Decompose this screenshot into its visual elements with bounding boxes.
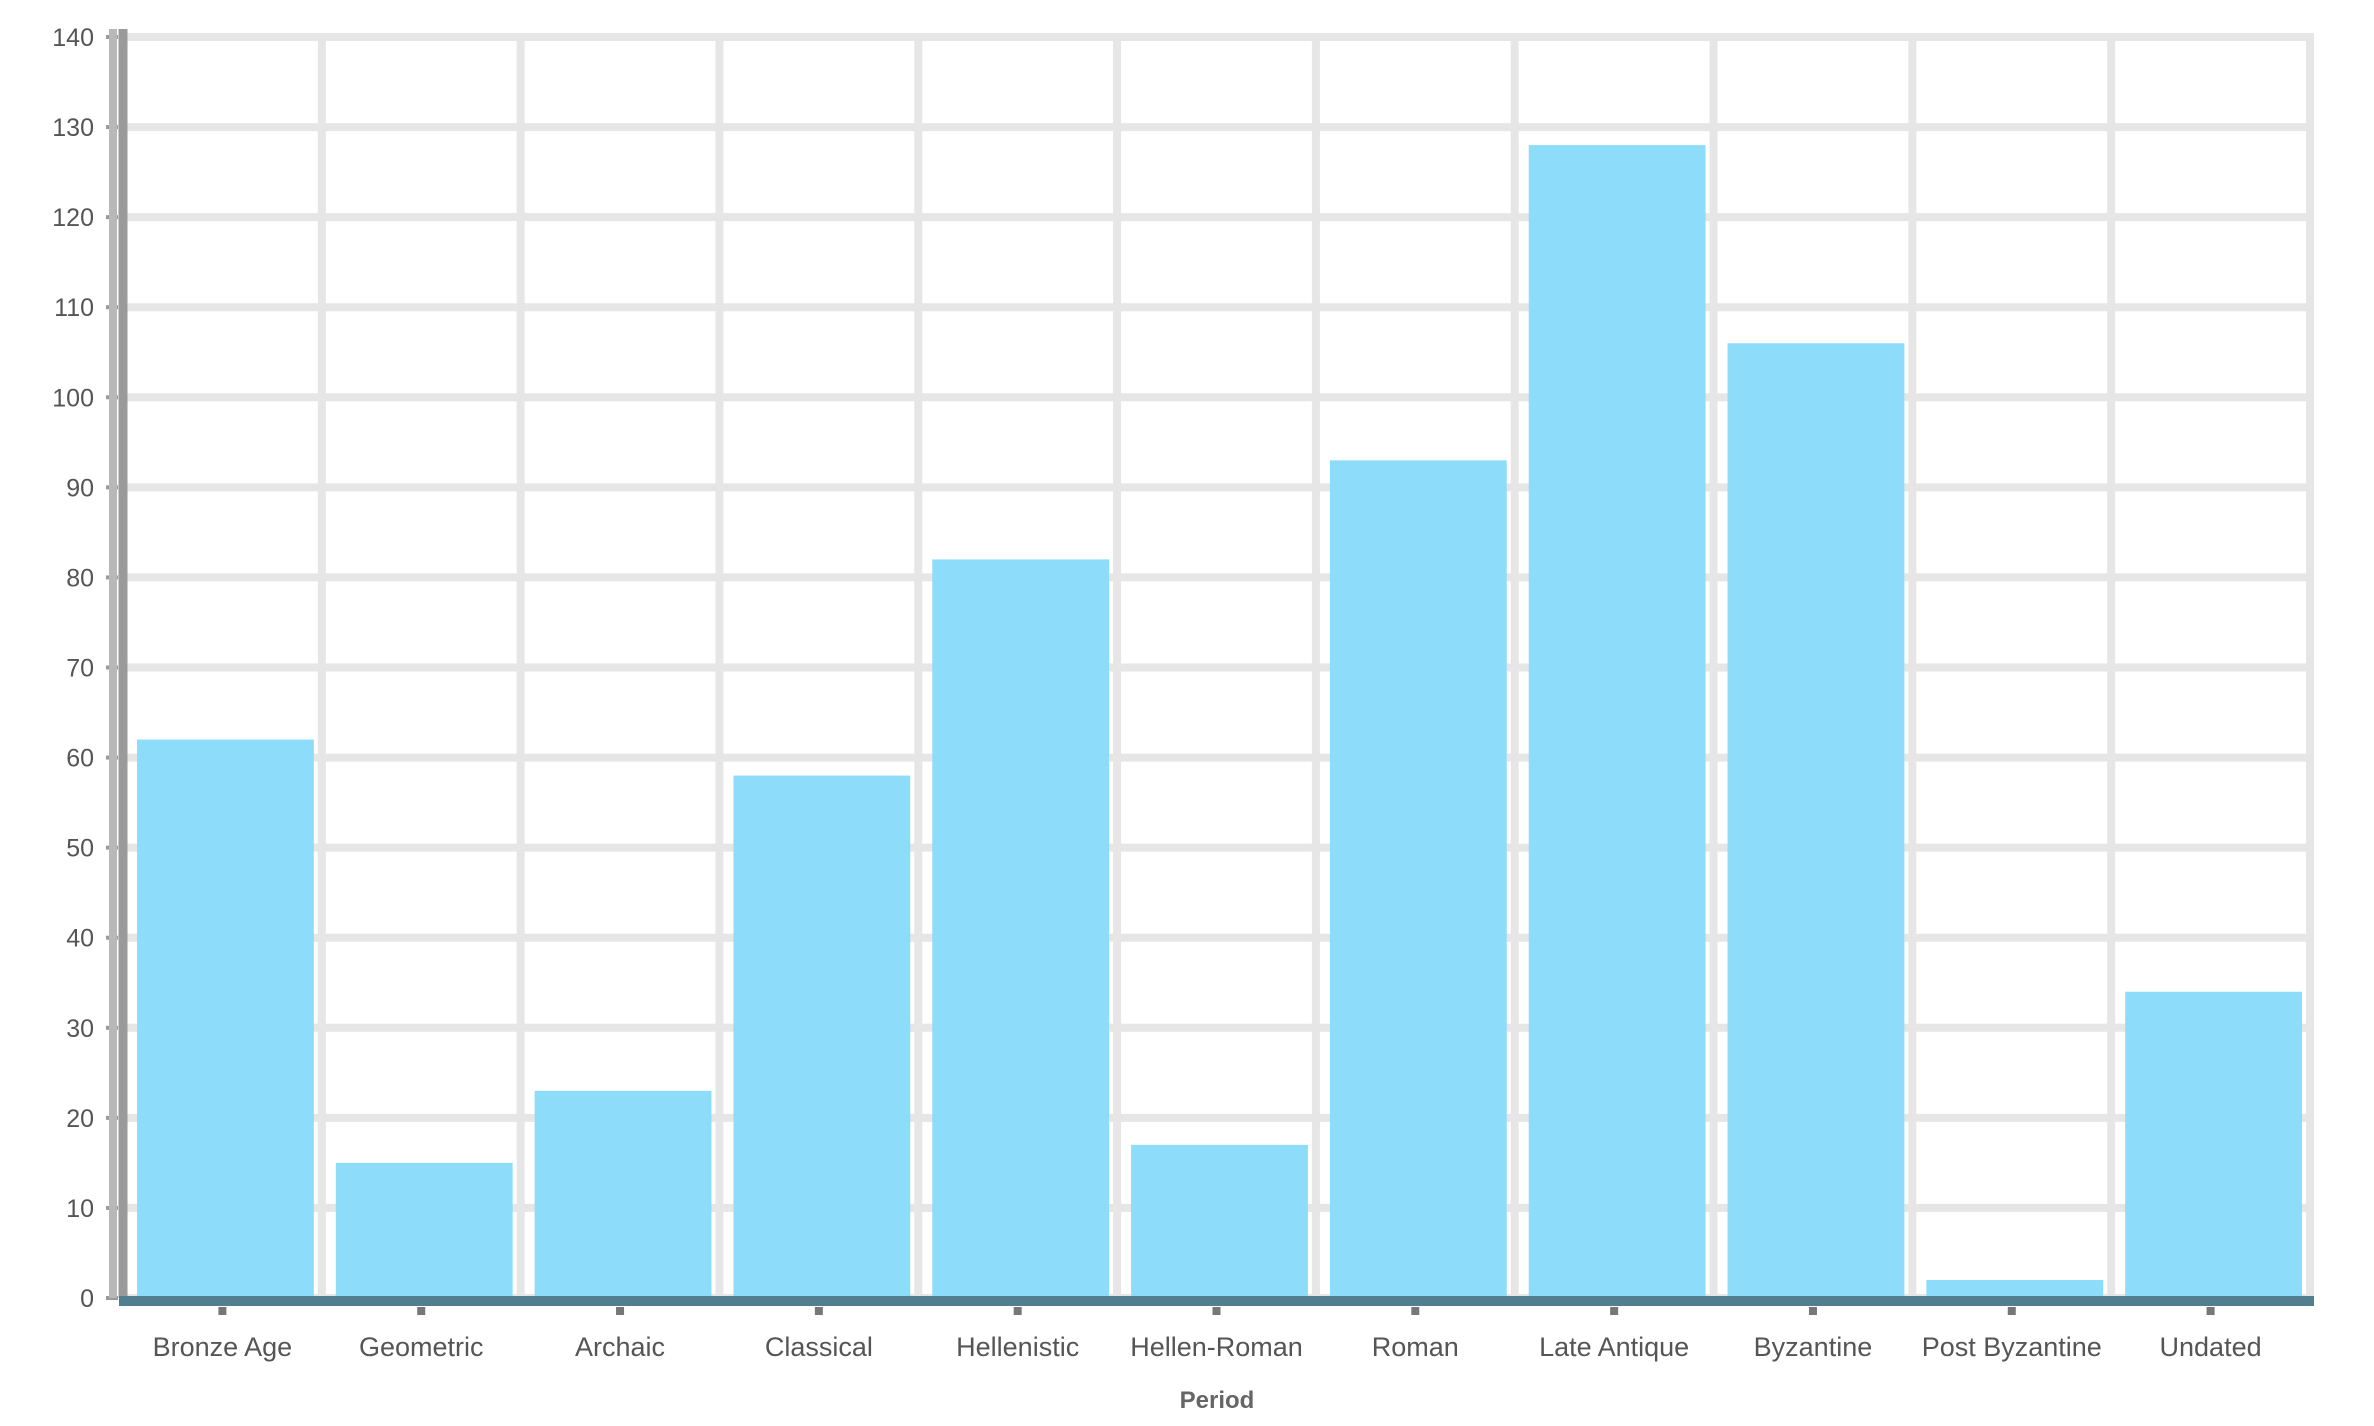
- x-tick-mark: [1013, 1307, 1022, 1315]
- y-tick-label: 120: [52, 204, 94, 232]
- y-tick-label: 0: [80, 1285, 94, 1313]
- y-tick-label: 80: [66, 564, 94, 592]
- y-tick-label: 90: [66, 474, 94, 502]
- bar: [1528, 145, 1706, 1299]
- axes: [106, 29, 2314, 1315]
- x-tick-label: Geometric: [359, 1332, 484, 1362]
- bar: [1329, 460, 1507, 1299]
- x-tick-label: Archaic: [575, 1332, 665, 1362]
- y-tick-label: 100: [52, 384, 94, 412]
- x-tick-label: Undated: [2160, 1332, 2262, 1362]
- x-tick-mark: [1808, 1307, 1817, 1315]
- x-tick-label: Bronze Age: [153, 1332, 293, 1362]
- y-tick-label: 110: [54, 294, 94, 322]
- x-tick-mark: [417, 1307, 426, 1315]
- x-tick-mark: [1411, 1307, 1420, 1315]
- y-tick-label: 60: [66, 745, 94, 773]
- y-tick-label: 10: [66, 1195, 94, 1223]
- bar: [534, 1090, 712, 1298]
- x-axis-tick-labels: Bronze Age Geometric Archaic Classical Helle…: [153, 1332, 2262, 1362]
- x-tick-mark: [218, 1307, 227, 1315]
- y-tick-label: 130: [52, 114, 94, 142]
- x-axis-line: [119, 1296, 2314, 1306]
- x-tick-label: Late Antique: [1539, 1332, 1689, 1362]
- x-tick-mark: [1610, 1307, 1619, 1315]
- bar: [137, 739, 314, 1298]
- x-tick-label: Hellenistic: [956, 1332, 1079, 1362]
- y-tick-label: 40: [66, 925, 94, 953]
- x-tick-mark: [1212, 1307, 1221, 1315]
- x-tick-label: Hellen-Roman: [1130, 1332, 1303, 1362]
- bar: [1131, 1144, 1308, 1298]
- y-tick-label: 140: [52, 24, 94, 52]
- y-axis-tick-labels: 0 10 20 30 40 50 60 70 80 90 100 110 120 130 140: [52, 24, 94, 1313]
- x-tick-mark: [2206, 1307, 2215, 1315]
- bar: [2125, 991, 2302, 1298]
- bar: [335, 1162, 513, 1298]
- x-tick-label: Classical: [765, 1332, 873, 1362]
- x-tick-label: Roman: [1372, 1332, 1459, 1362]
- y-tick-label: 20: [66, 1105, 94, 1133]
- x-axis-title: Period: [1180, 1387, 1255, 1414]
- x-tick-mark: [616, 1307, 625, 1315]
- x-tick-label: Byzantine: [1754, 1332, 1873, 1362]
- y-tick-label: 70: [66, 655, 94, 683]
- bars: [137, 145, 2302, 1299]
- y-tick-label: 50: [66, 835, 94, 863]
- bar: [733, 775, 911, 1298]
- bar: [1926, 1279, 2104, 1298]
- y-tick-label: 30: [66, 1015, 94, 1043]
- x-tick-label: Post Byzantine: [1922, 1332, 2102, 1362]
- bar: [1727, 343, 1905, 1298]
- x-tick-mark: [2007, 1307, 2016, 1315]
- chart-grid: [123, 33, 2314, 1302]
- bar: [932, 559, 1110, 1298]
- x-tick-mark: [814, 1307, 823, 1315]
